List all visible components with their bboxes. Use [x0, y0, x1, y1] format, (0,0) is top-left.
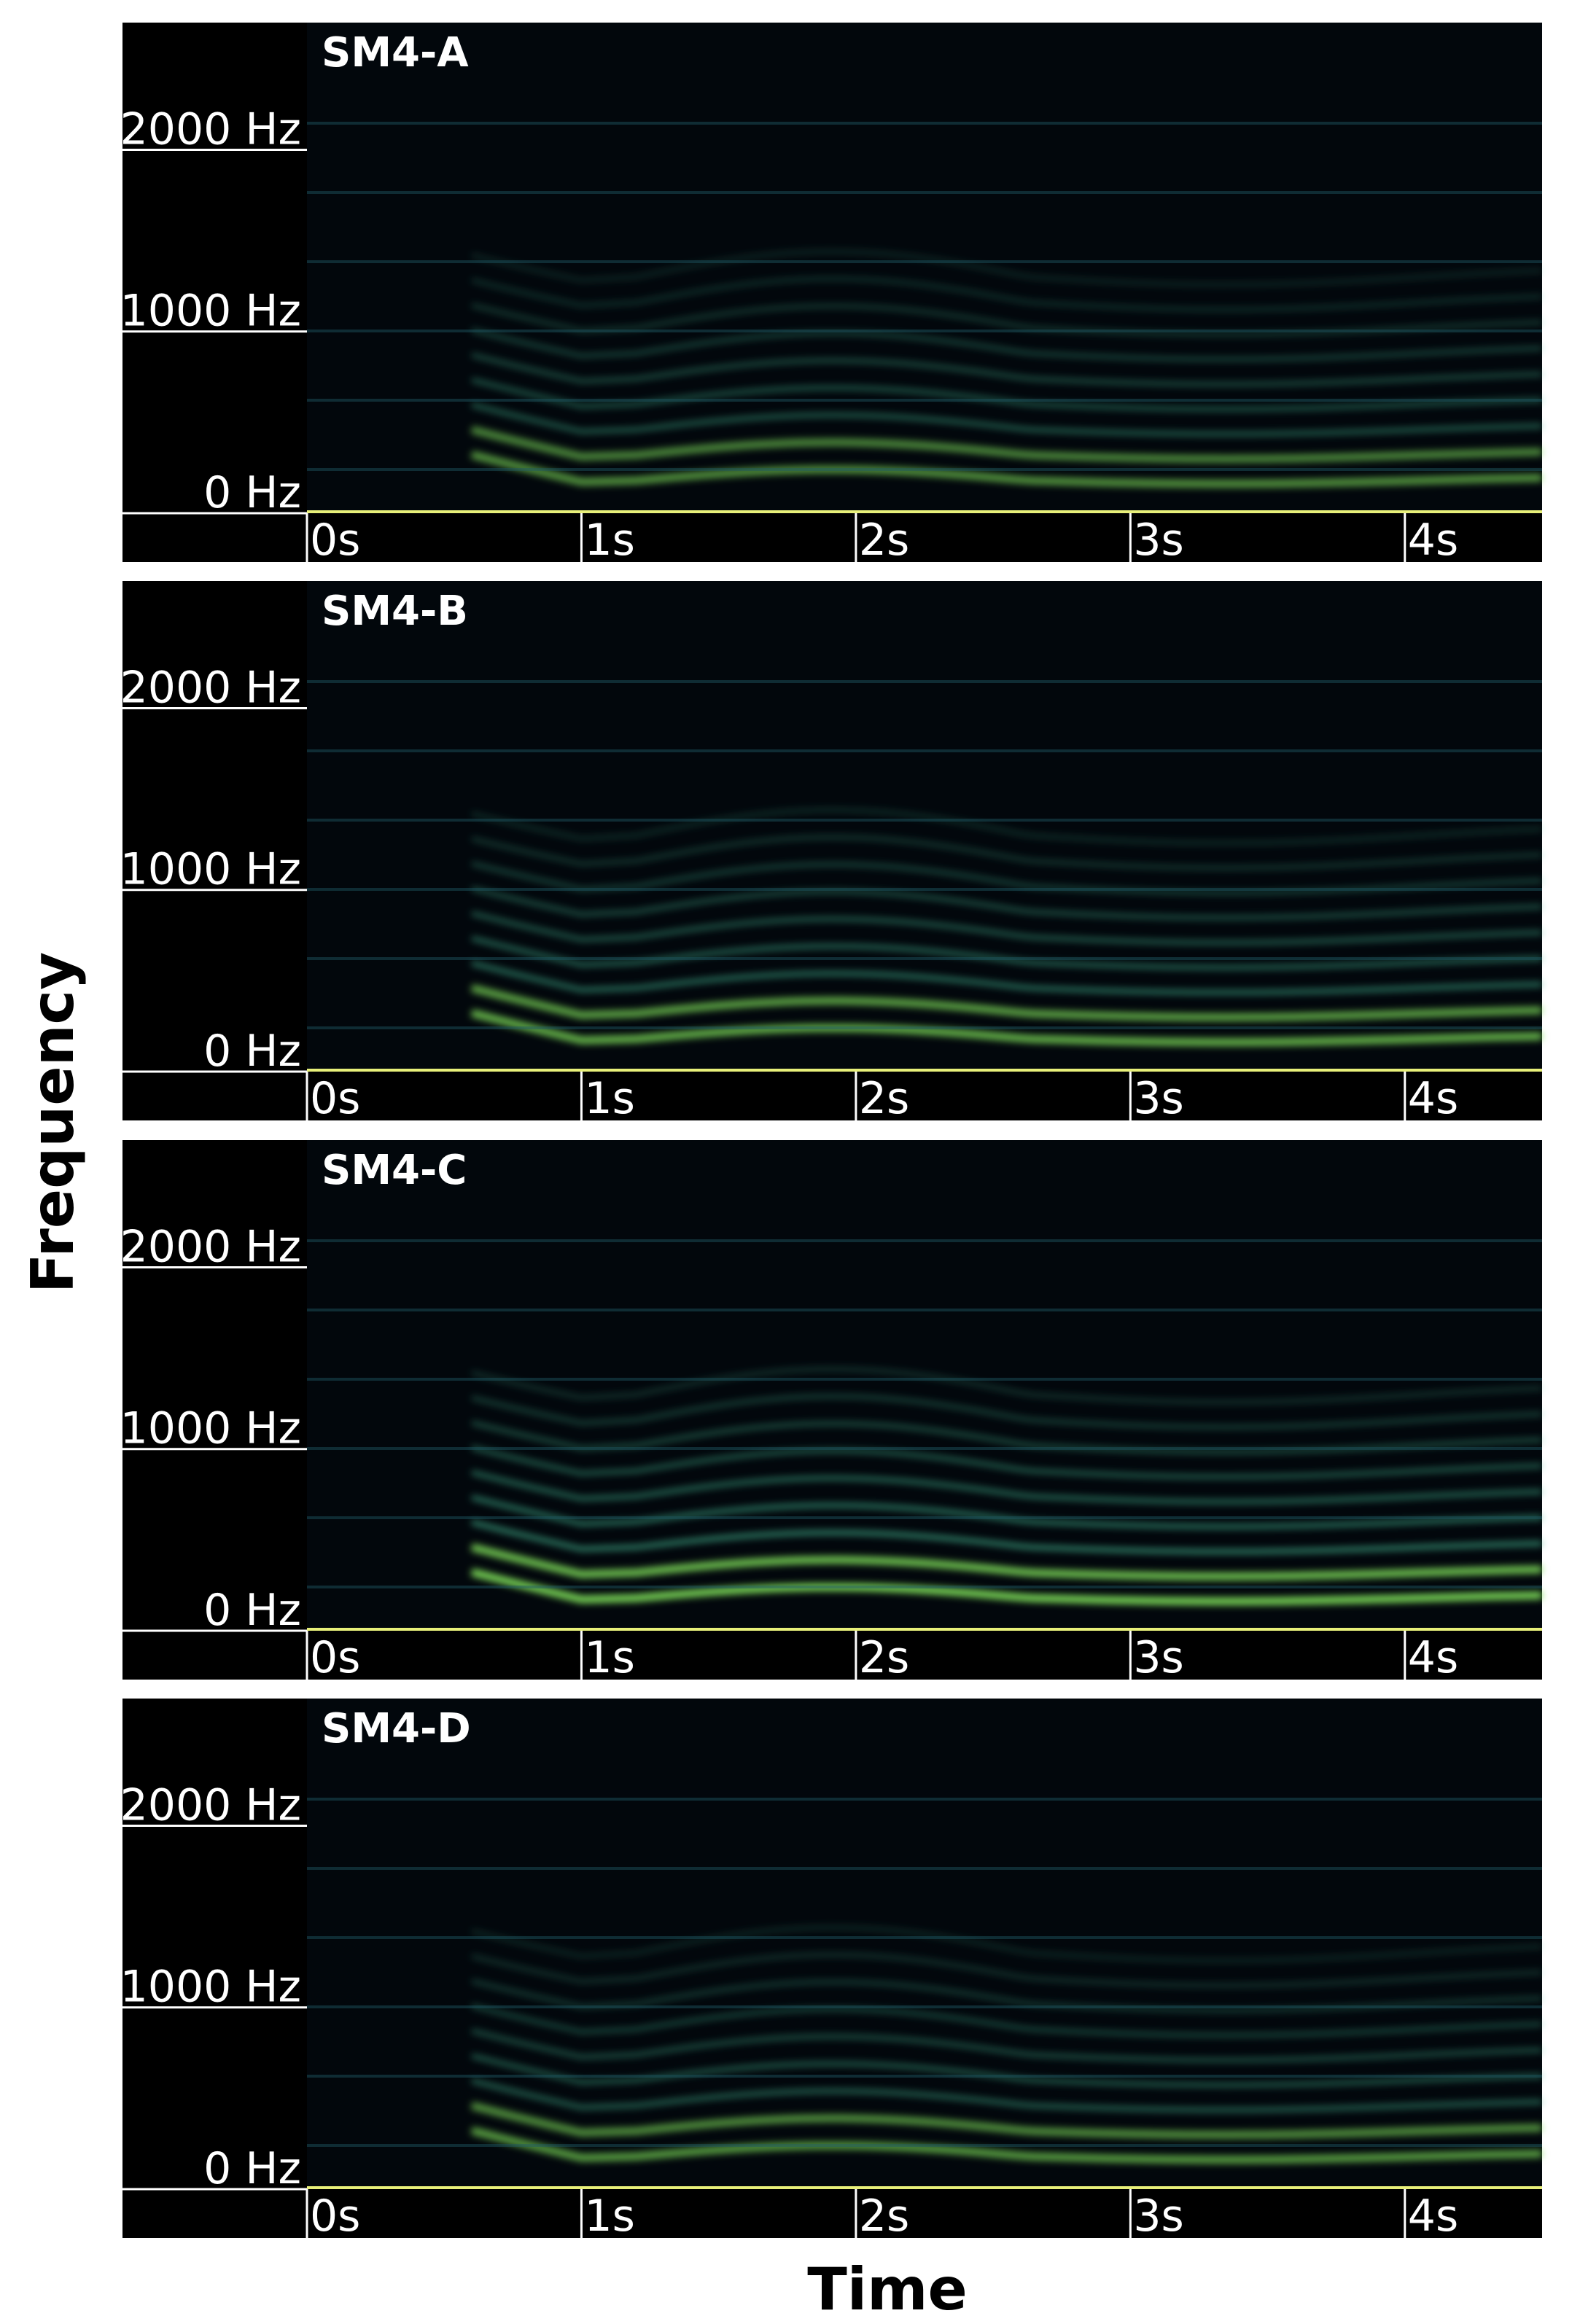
x-tick-label: 0s — [310, 1073, 360, 1124]
x-tick-label: 1s — [584, 515, 634, 566]
x-tick-label: 4s — [1408, 515, 1458, 566]
harmonic-band — [471, 911, 1543, 945]
harmonic-band — [470, 451, 1543, 488]
x-tick-label: 0s — [310, 1632, 360, 1683]
harmonic-band — [471, 352, 1543, 386]
harmonic-band — [471, 378, 1543, 412]
harmonic-band — [471, 303, 1543, 337]
harmonic-band — [471, 1978, 1543, 2013]
x-tick-label: 2s — [859, 1073, 909, 1124]
harmonic-band — [471, 327, 1543, 362]
harmonic-band — [470, 426, 1543, 463]
spectral-texture — [470, 1925, 1543, 2164]
x-tick-label: 0s — [310, 2191, 360, 2242]
y-tick-label: 0 Hz — [203, 467, 301, 518]
x-tick-label: 3s — [1133, 1073, 1183, 1124]
harmonic-band — [471, 835, 1543, 870]
y-tick-label: 1000 Hz — [120, 1962, 301, 2013]
harmonic-band — [471, 1394, 1543, 1430]
y-tick-label: 1000 Hz — [120, 1403, 301, 1454]
spectral-texture — [470, 1367, 1543, 1605]
harmonic-band — [471, 276, 1543, 312]
harmonic-band — [471, 886, 1543, 920]
panel: 0 Hz 1000 Hz 2000 Hz 0s 1s 2s 3s 4s SM4-C — [120, 1140, 1543, 1683]
y-tick-label: 2000 Hz — [120, 1221, 301, 1272]
x-tick-label: 0s — [310, 515, 360, 566]
harmonic-band — [470, 984, 1543, 1021]
x-tick-label: 2s — [859, 1632, 909, 1683]
panel: 0 Hz 1000 Hz 2000 Hz 0s 1s 2s 3s 4s SM4-B — [120, 581, 1543, 1124]
panel-title: SM4-D — [322, 1705, 471, 1752]
x-tick-label: 2s — [859, 515, 909, 566]
panel-title: SM4-B — [322, 588, 468, 635]
x-tick-label: 3s — [1133, 2191, 1183, 2242]
y-tick-label: 0 Hz — [203, 1585, 301, 1636]
y-tick-label: 2000 Hz — [120, 1779, 301, 1830]
harmonic-band — [471, 1952, 1543, 1988]
harmonic-band — [471, 1420, 1543, 1454]
harmonic-band — [471, 2028, 1543, 2062]
x-tick-label: 3s — [1133, 1632, 1183, 1683]
harmonic-band — [470, 1543, 1543, 1580]
spectrogram-area — [307, 581, 1542, 1072]
x-axis-label: Time — [807, 2255, 968, 2323]
x-tick-label: 1s — [584, 1632, 634, 1683]
x-tick-label: 3s — [1133, 515, 1183, 566]
harmonic-band — [471, 1470, 1543, 1504]
harmonic-band — [471, 1367, 1543, 1405]
harmonic-band — [470, 1009, 1543, 1046]
spectral-texture — [470, 249, 1543, 488]
x-tick-label: 1s — [584, 2191, 634, 2242]
harmonic-band — [470, 2126, 1543, 2164]
harmonic-band — [471, 2003, 1543, 2038]
harmonic-band — [471, 936, 1543, 970]
y-axis-label: Frequency — [19, 952, 87, 1293]
y-tick-label: 1000 Hz — [120, 286, 301, 337]
x-tick-label: 2s — [859, 2191, 909, 2242]
harmonic-band — [471, 961, 1543, 995]
harmonic-band — [470, 2102, 1543, 2139]
y-tick-label: 0 Hz — [203, 2143, 301, 2194]
x-tick-label: 4s — [1408, 1073, 1458, 1124]
y-tick-label: 1000 Hz — [120, 844, 301, 895]
y-tick-label: 2000 Hz — [120, 104, 301, 155]
spectrogram-area — [307, 1140, 1542, 1631]
harmonic-band — [471, 1445, 1543, 1479]
harmonic-band — [471, 1495, 1543, 1529]
panel: 0 Hz 1000 Hz 2000 Hz 0s 1s 2s 3s 4s SM4-A — [120, 23, 1543, 566]
harmonic-band — [471, 861, 1543, 895]
y-tick-label: 0 Hz — [203, 1026, 301, 1077]
spectral-texture — [470, 808, 1543, 1046]
harmonic-band — [471, 249, 1543, 287]
x-tick-label: 4s — [1408, 1632, 1458, 1683]
spectrogram-area — [307, 23, 1542, 513]
spectrogram-area — [307, 1699, 1542, 2189]
harmonic-band — [471, 1925, 1543, 1963]
panel-title: SM4-C — [322, 1147, 467, 1194]
y-tick-label: 2000 Hz — [120, 662, 301, 713]
panel-title: SM4-A — [322, 29, 469, 77]
harmonic-band — [470, 1568, 1543, 1605]
harmonic-band — [471, 808, 1543, 846]
harmonic-band — [471, 2054, 1543, 2088]
harmonic-band — [471, 402, 1543, 437]
x-tick-label: 1s — [584, 1073, 634, 1124]
harmonic-band — [471, 1520, 1543, 1554]
x-tick-label: 4s — [1408, 2191, 1458, 2242]
panel: 0 Hz 1000 Hz 2000 Hz 0s 1s 2s 3s 4s SM4-D — [120, 1699, 1543, 2242]
harmonic-band — [471, 2078, 1543, 2113]
